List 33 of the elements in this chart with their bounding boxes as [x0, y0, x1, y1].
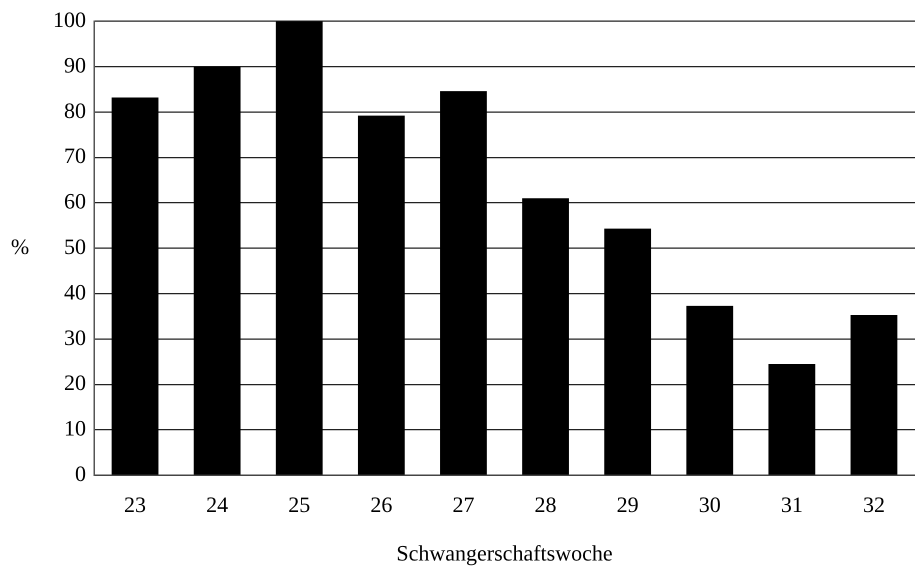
x-tick-label: 26 [370, 492, 392, 518]
x-tick-label: 23 [124, 492, 146, 518]
x-tick-label: 28 [534, 492, 557, 518]
y-tick-label: 0 [75, 460, 86, 486]
bar [686, 306, 734, 475]
bar [194, 66, 241, 475]
bar [522, 198, 569, 475]
x-tick-label: 29 [616, 492, 639, 518]
bar [768, 364, 816, 475]
y-tick-label: 70 [64, 143, 86, 168]
bar [440, 91, 487, 475]
x-tick-label: 31 [780, 492, 803, 518]
x-tick-label: 25 [288, 492, 310, 518]
bar [850, 314, 898, 475]
bar [276, 21, 323, 475]
x-tick-label: 24 [206, 492, 228, 518]
y-tick-label: 40 [64, 279, 86, 304]
y-tick-label: 60 [64, 188, 86, 214]
y-axis-title: % [10, 234, 30, 259]
x-tick-label: 27 [452, 492, 474, 518]
y-tick-label: 50 [64, 234, 86, 259]
x-tick-label: 30 [698, 492, 721, 518]
bar [358, 116, 405, 475]
y-tick-label: 90 [64, 52, 86, 78]
bar [112, 97, 158, 475]
x-tick-label: 32 [862, 492, 885, 518]
bar [604, 228, 652, 475]
y-tick-label: 20 [64, 370, 86, 396]
y-tick-label: 80 [64, 98, 86, 123]
y-tick-label: 10 [64, 416, 86, 441]
x-axis-title: Schwangerschaftswoche [396, 540, 613, 566]
y-tick-label: 30 [64, 324, 86, 350]
y-tick-label: 100 [53, 6, 86, 32]
